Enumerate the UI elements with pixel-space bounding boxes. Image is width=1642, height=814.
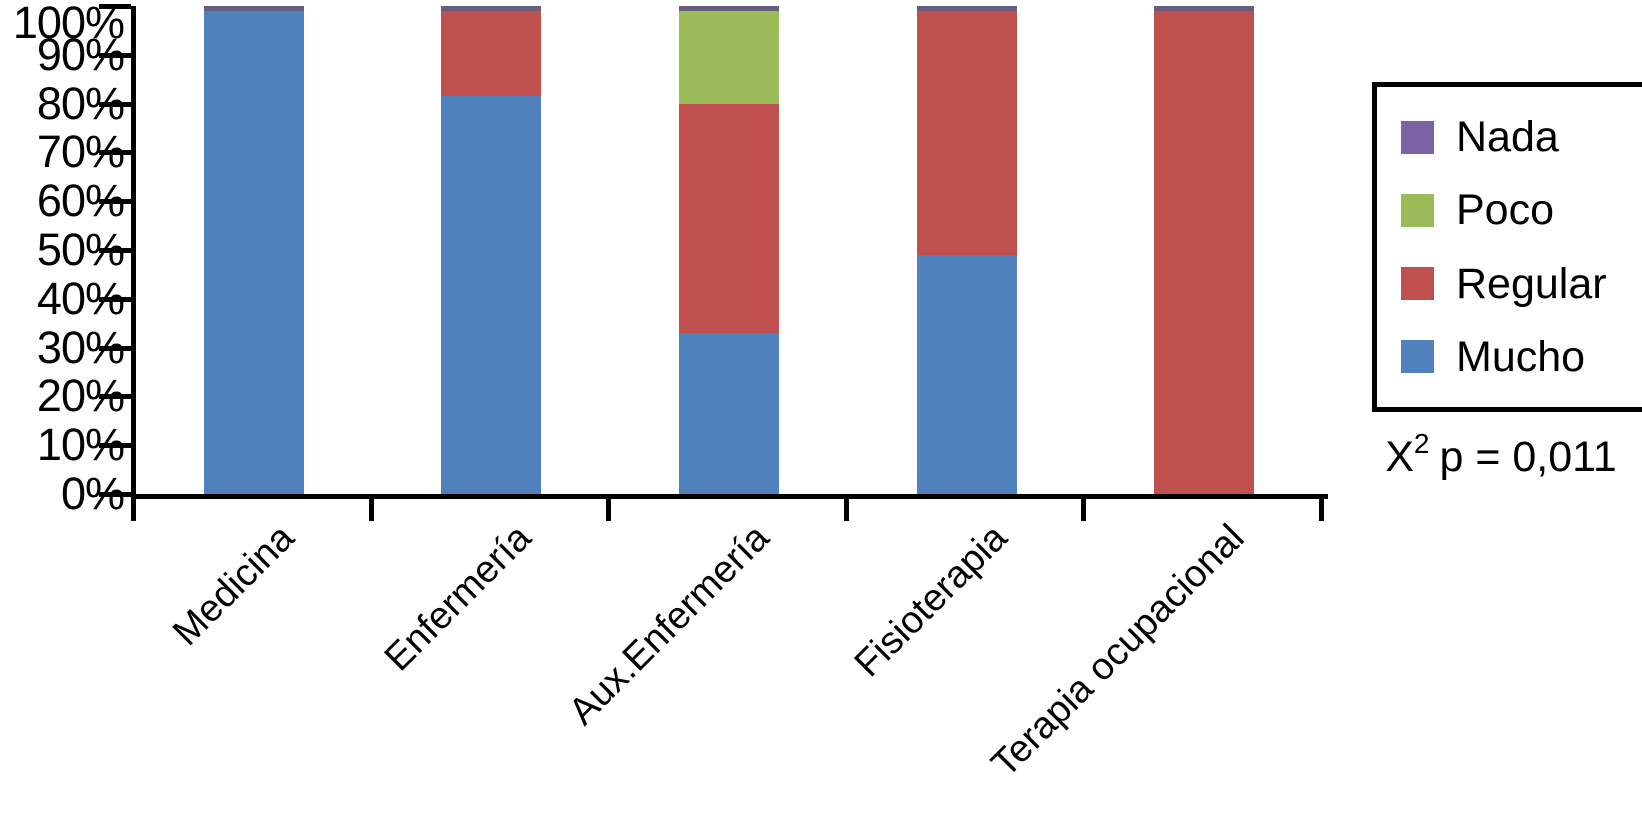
chi-square-base: X: [1385, 433, 1414, 481]
y-tick-label: 40%: [36, 272, 125, 324]
legend-item-nada: Nada: [1401, 114, 1642, 160]
y-tick: [99, 443, 131, 449]
bar-segment-mucho: [441, 96, 542, 494]
legend-item-regular: Regular: [1401, 261, 1642, 307]
bar-segment-nada: [203, 6, 304, 11]
legend-item-mucho: Mucho: [1401, 334, 1642, 380]
legend-label: Mucho: [1456, 332, 1586, 381]
y-tick-label: 0%: [60, 468, 125, 519]
y-tick-label: 60%: [36, 175, 125, 227]
chi-square-exponent: 2: [1413, 428, 1430, 459]
y-tick: [99, 248, 131, 253]
legend-label: Nada: [1456, 113, 1559, 162]
bar-segment-poco: [679, 10, 779, 104]
legend-label: Poco: [1456, 186, 1555, 235]
bar-segment-mucho: [203, 10, 304, 494]
bar-segment-nada: [1154, 6, 1255, 11]
legend-swatch-regular: [1401, 267, 1434, 301]
bar-segment-mucho: [916, 254, 1017, 494]
y-tick: [99, 492, 131, 497]
bar-segment-regular: [441, 10, 542, 97]
bar-segment-mucho: [679, 332, 779, 494]
y-tick-label: 100%: [12, 0, 125, 48]
y-tick: [99, 296, 131, 302]
legend-swatch-poco: [1401, 193, 1434, 227]
bar-segment-regular: [1154, 10, 1255, 494]
bar-segment-regular: [916, 10, 1017, 255]
y-tick-label: 70%: [36, 126, 125, 178]
x-tick: [843, 494, 849, 521]
y-tick-label: 30%: [36, 321, 125, 373]
bar-segment-nada: [679, 6, 779, 11]
x-tick: [131, 494, 136, 521]
y-tick: [99, 150, 131, 156]
y-tick-label: 50%: [36, 224, 125, 275]
bar-segment-nada: [916, 6, 1017, 11]
y-tick-label: 80%: [36, 77, 125, 129]
legend-label: Regular: [1456, 259, 1607, 308]
y-tick: [99, 52, 131, 58]
chi-square-annotation: X2 p = 0,011: [1360, 428, 1642, 482]
y-tick-label: 10%: [36, 419, 125, 471]
x-tick: [1319, 494, 1324, 521]
y-tick: [99, 199, 131, 205]
y-tick: [99, 394, 131, 400]
y-tick: [99, 345, 131, 351]
x-axis-line: [131, 494, 1328, 499]
y-axis-line: [131, 6, 136, 499]
x-tick: [368, 494, 374, 521]
legend-swatch-mucho: [1401, 340, 1434, 374]
y-tick: [99, 101, 131, 107]
x-tick: [1081, 494, 1087, 521]
y-tick: [99, 4, 131, 9]
legend-item-poco: Poco: [1401, 187, 1642, 233]
legend: Nada Poco Regular Mucho: [1372, 82, 1642, 412]
legend-swatch-nada: [1401, 120, 1434, 154]
chi-square-pvalue: p = 0,011: [1439, 433, 1617, 481]
bar-segment-nada: [441, 6, 542, 11]
x-tick: [606, 494, 612, 521]
y-tick-label: 20%: [36, 370, 125, 422]
bar-segment-regular: [679, 103, 779, 333]
y-tick-label: 90%: [36, 28, 125, 80]
